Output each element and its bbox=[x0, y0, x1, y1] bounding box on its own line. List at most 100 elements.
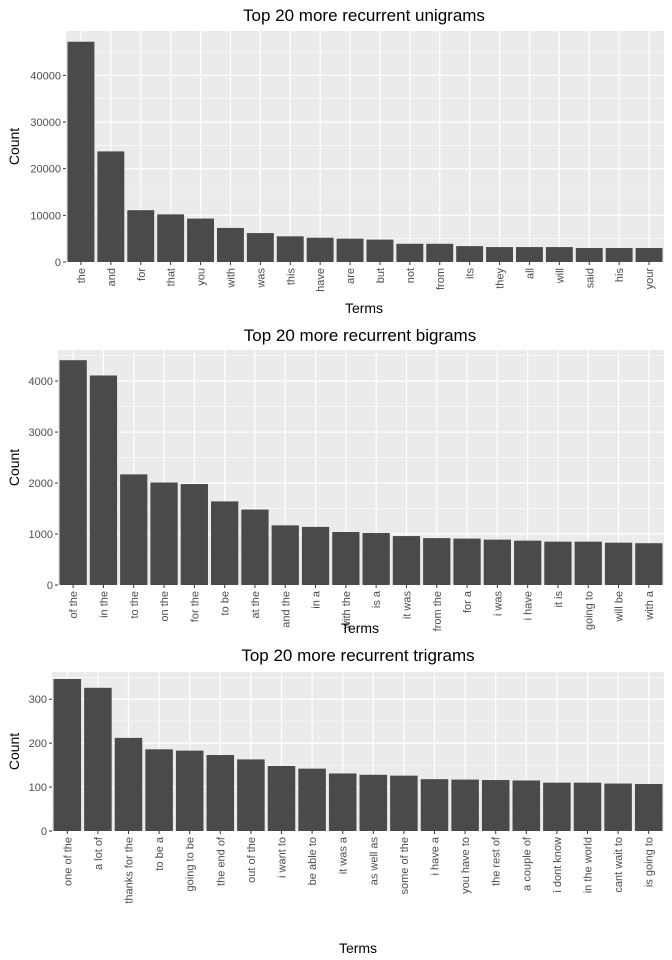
x-tick-label: a lot of bbox=[93, 836, 105, 870]
bar bbox=[271, 525, 299, 585]
x-tick-label: the end of bbox=[215, 836, 227, 886]
bar bbox=[237, 759, 265, 831]
bar bbox=[276, 236, 304, 262]
bar bbox=[206, 755, 235, 831]
x-tick-label: with a bbox=[644, 590, 656, 621]
chart-title: Top 20 more recurrent bigrams bbox=[244, 326, 476, 345]
x-tick-label: a couple of bbox=[521, 836, 533, 891]
bar bbox=[120, 474, 148, 585]
x-tick-label: you have to bbox=[460, 837, 472, 894]
x-tick-label: cant wait to bbox=[613, 837, 625, 893]
y-axis: 0 1000 2000 3000 4000 bbox=[29, 376, 58, 592]
x-tick-label: was bbox=[255, 268, 267, 289]
x-tick-label: you bbox=[196, 268, 208, 286]
bar bbox=[127, 210, 155, 262]
x-tick-label: in the bbox=[98, 591, 110, 618]
y-tick-label: 20000 bbox=[30, 164, 61, 176]
x-tick-label: it was a bbox=[338, 836, 350, 874]
bar bbox=[481, 780, 510, 831]
x-tick-label: of the bbox=[68, 591, 80, 619]
bar bbox=[635, 248, 663, 262]
trigram-chart: Top 20 more recurrent trigrams 0 100 200 30… bbox=[0, 640, 672, 960]
x-tick-label: i was bbox=[492, 591, 504, 617]
bar bbox=[301, 526, 330, 585]
x-tick-label: all bbox=[524, 268, 536, 279]
bar bbox=[175, 750, 204, 831]
x-tick-label: one of the bbox=[62, 837, 74, 886]
bigram-chart-svg: Top 20 more recurrent bigrams 0 1000 2000 3… bbox=[6, 326, 664, 636]
x-tick-label: from the bbox=[432, 591, 444, 631]
x-axis: one of the a lot of thanks for the to be a g… bbox=[62, 831, 656, 904]
x-tick-label: to the bbox=[129, 591, 141, 619]
bar bbox=[89, 375, 118, 585]
bar bbox=[515, 247, 543, 262]
y-axis: 0 10000 20000 30000 40000 bbox=[30, 70, 66, 269]
plot-panel bbox=[52, 672, 664, 831]
x-tick-label: i dont know bbox=[552, 837, 564, 893]
x-tick-label: at the bbox=[250, 591, 262, 619]
x-tick-label: on the bbox=[159, 591, 171, 622]
x-tick-label: is going to bbox=[644, 837, 656, 887]
bar bbox=[187, 218, 215, 262]
bar bbox=[359, 774, 388, 831]
x-tick-label: it was bbox=[401, 591, 413, 620]
bar bbox=[328, 773, 357, 831]
y-tick-label: 300 bbox=[29, 694, 47, 706]
bar bbox=[545, 247, 573, 262]
x-tick-label: your bbox=[644, 268, 656, 290]
bar bbox=[150, 482, 178, 585]
bar bbox=[267, 765, 296, 831]
bar bbox=[84, 687, 112, 831]
bars bbox=[67, 41, 663, 262]
bar bbox=[53, 679, 82, 831]
bar bbox=[604, 542, 633, 585]
x-tick-label: thanks for the bbox=[124, 837, 136, 904]
bar bbox=[390, 775, 418, 831]
bar bbox=[396, 243, 424, 262]
bar bbox=[362, 533, 390, 585]
x-tick-label: be able to bbox=[307, 837, 319, 885]
y-tick-label: 0 bbox=[41, 826, 47, 838]
x-tick-label: i want to bbox=[277, 837, 289, 878]
bar bbox=[453, 538, 481, 585]
y-tick-label: 100 bbox=[29, 782, 47, 794]
trigram-chart-svg: Top 20 more recurrent trigrams 0 100 200 30… bbox=[6, 646, 664, 956]
chart-title: Top 20 more recurrent unigrams bbox=[243, 6, 485, 25]
y-axis: 0 100 200 300 bbox=[29, 694, 52, 838]
x-tick-label: not bbox=[405, 268, 417, 283]
bar bbox=[59, 360, 87, 585]
x-tick-label: going to bbox=[583, 591, 595, 630]
bar bbox=[241, 509, 269, 585]
x-tick-label: i have bbox=[523, 591, 535, 620]
bar bbox=[145, 749, 173, 831]
x-axis: of the in the to the on the for the to be at t… bbox=[68, 585, 656, 631]
bar bbox=[246, 233, 274, 262]
bar bbox=[114, 737, 143, 831]
bars bbox=[59, 360, 663, 585]
bars bbox=[53, 679, 663, 831]
bar bbox=[336, 238, 364, 262]
y-tick-label: 3000 bbox=[29, 427, 53, 439]
bar bbox=[216, 227, 244, 262]
bar bbox=[426, 243, 454, 262]
x-tick-label: and the bbox=[280, 591, 292, 628]
x-tick-label: with bbox=[225, 268, 237, 289]
x-tick-label: from bbox=[435, 268, 447, 290]
x-tick-label: i have a bbox=[430, 836, 442, 875]
bar bbox=[423, 538, 451, 585]
x-tick-label: will bbox=[554, 268, 566, 284]
bar bbox=[180, 484, 208, 585]
x-tick-label: in a bbox=[311, 590, 323, 609]
x-tick-label: this bbox=[285, 268, 297, 286]
x-tick-label: are bbox=[345, 268, 357, 284]
x-tick-label: it is bbox=[553, 591, 565, 608]
plot-panel bbox=[58, 350, 664, 585]
bar bbox=[366, 239, 394, 262]
x-axis: the and for that you with was this have are but not… bbox=[76, 262, 656, 292]
y-tick-label: 10000 bbox=[30, 210, 61, 222]
bar bbox=[97, 151, 125, 262]
x-tick-label: his bbox=[614, 268, 626, 283]
bar bbox=[486, 247, 514, 262]
x-tick-label: out of the bbox=[246, 837, 258, 883]
